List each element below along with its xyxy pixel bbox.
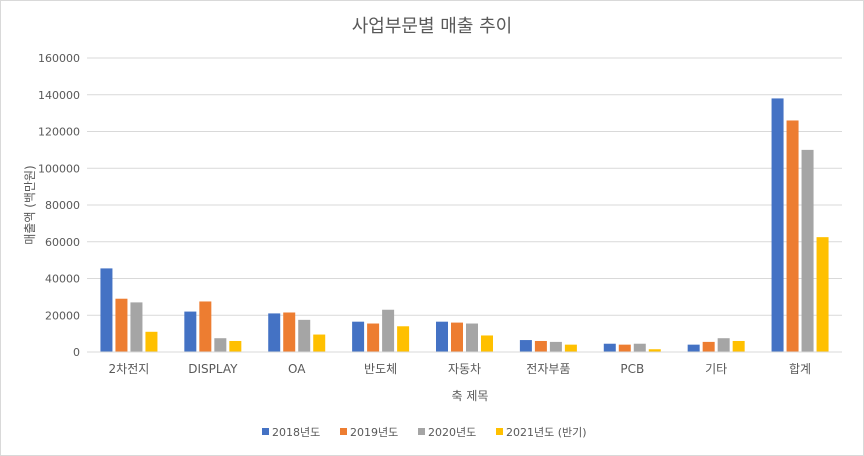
- bar: [382, 309, 395, 352]
- bar: [786, 120, 799, 352]
- y-axis-ticks: 0 20000 40000 60000 80000 100000 120000 140000 1…: [38, 52, 80, 359]
- x-category-label: PCB: [620, 362, 644, 376]
- bar: [268, 313, 281, 352]
- legend: 2018년도 2019년도 2020년도 2021년도 (반기): [262, 426, 587, 439]
- bar: [771, 98, 784, 352]
- legend-label: 2019년도: [350, 426, 398, 439]
- y-tick-label: 140000: [38, 89, 80, 102]
- bar: [229, 340, 242, 352]
- y-tick-label: 0: [73, 346, 80, 359]
- y-tick-label: 120000: [38, 126, 80, 139]
- legend-swatch: [262, 428, 269, 435]
- legend-label: 2020년도: [428, 426, 476, 439]
- x-axis-categories: 2차전지 DISPLAY OA 반도체 자동차 전자부품 PCB 기타 합계: [109, 362, 812, 376]
- bar: [367, 323, 380, 352]
- x-category-label: OA: [288, 362, 306, 376]
- y-tick-label: 80000: [45, 199, 80, 212]
- bar: [397, 326, 410, 352]
- bar: [564, 344, 577, 352]
- x-category-label: 반도체: [364, 362, 397, 376]
- bar: [549, 341, 562, 352]
- bar: [145, 331, 158, 352]
- bar: [313, 334, 326, 352]
- bar: [519, 340, 532, 352]
- bar: [702, 341, 715, 352]
- x-category-label: 전자부품: [526, 362, 570, 376]
- x-category-label: 기타: [705, 362, 727, 376]
- bar: [214, 338, 227, 352]
- x-category-label: DISPLAY: [188, 362, 238, 376]
- bar: [100, 268, 113, 352]
- y-tick-label: 160000: [38, 52, 80, 65]
- bar: [816, 237, 829, 352]
- bar: [603, 343, 616, 352]
- x-category-label: 합계: [789, 362, 811, 376]
- bar: [534, 340, 547, 352]
- x-category-label: 자동차: [448, 362, 481, 376]
- x-category-label: 2차전지: [109, 362, 150, 376]
- y-tick-label: 40000: [45, 273, 80, 286]
- legend-label: 2021년도 (반기): [506, 426, 587, 439]
- bar: [618, 344, 631, 352]
- bar: [283, 312, 296, 352]
- bar: [717, 338, 730, 352]
- y-tick-label: 60000: [45, 236, 80, 249]
- bar: [801, 149, 814, 352]
- bars: [100, 98, 829, 352]
- bar: [687, 344, 700, 352]
- bar: [298, 319, 311, 352]
- bar: [352, 321, 365, 352]
- y-tick-label: 20000: [45, 309, 80, 322]
- gridlines: [87, 57, 842, 316]
- x-axis-title: 축 제목: [452, 389, 489, 403]
- y-tick-label: 100000: [38, 162, 80, 175]
- bar: [184, 311, 197, 352]
- bar: [451, 322, 463, 352]
- y-axis-title: 매출액 (백만원): [23, 165, 37, 244]
- legend-swatch: [418, 428, 425, 435]
- legend-swatch: [340, 428, 347, 435]
- bar: [436, 321, 448, 352]
- bar: [115, 298, 128, 352]
- chart-title: 사업부문별 매출 추이: [352, 16, 512, 37]
- bar: [199, 301, 212, 352]
- legend-label: 2018년도: [272, 426, 320, 439]
- bar: [130, 302, 143, 352]
- bar: [732, 340, 745, 352]
- legend-swatch: [496, 428, 503, 435]
- bar: [633, 343, 646, 352]
- bar: [481, 335, 493, 352]
- bar: [466, 323, 478, 352]
- bar: [648, 349, 661, 352]
